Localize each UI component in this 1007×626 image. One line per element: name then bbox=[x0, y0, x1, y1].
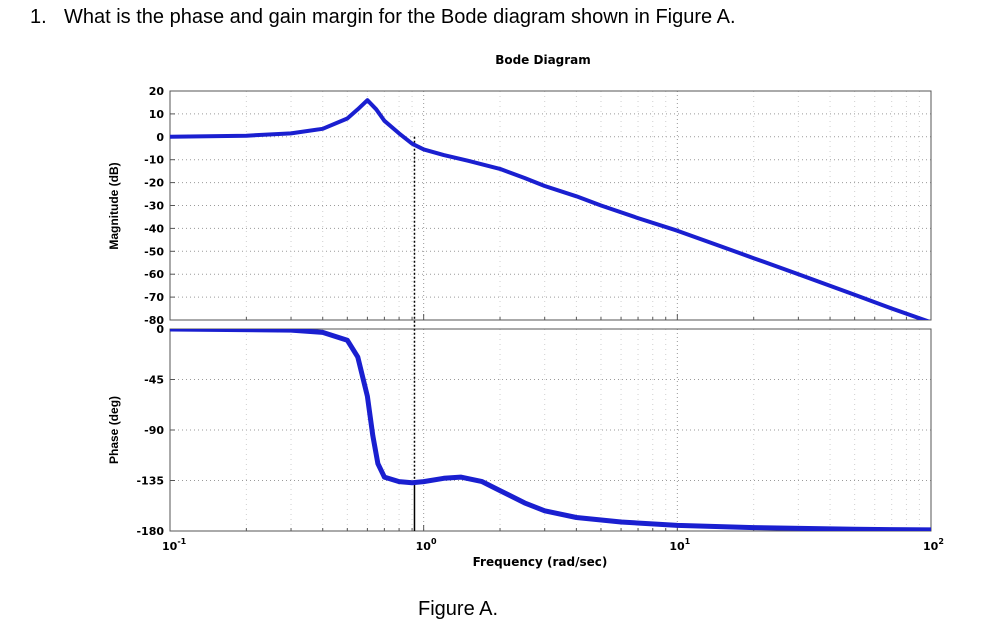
phase-y-tick-label: -135 bbox=[136, 475, 164, 488]
magnitude-y-tick-label: -20 bbox=[144, 177, 164, 190]
magnitude-grid bbox=[169, 90, 932, 321]
phase-y-tick-label: -180 bbox=[136, 525, 164, 538]
x-tick-label: 100 bbox=[416, 537, 437, 553]
magnitude-y-tick-label: 10 bbox=[149, 108, 165, 121]
magnitude-y-tick-label: 0 bbox=[156, 131, 164, 144]
magnitude-y-tick-label: -10 bbox=[144, 154, 164, 167]
magnitude-axis-label: Magnitude (dB) bbox=[107, 162, 121, 249]
question-number: 1. bbox=[30, 6, 47, 28]
magnitude-y-tick-label: -80 bbox=[144, 314, 164, 327]
magnitude-y-tick-label: -70 bbox=[144, 291, 164, 304]
x-tick-label: 102 bbox=[923, 537, 944, 553]
magnitude-y-tick-label: 20 bbox=[149, 85, 165, 98]
frequency-x-ticks: 10-1 100 101 102 bbox=[162, 537, 944, 553]
question-body: What is the phase and gain margin for th… bbox=[64, 6, 736, 28]
x-tick-label: 101 bbox=[669, 537, 690, 553]
x-tick-label: 10-1 bbox=[162, 537, 187, 553]
question-text: 1. What is the phase and gain margin for … bbox=[30, 6, 736, 29]
frequency-axis-label: Frequency (rad/sec) bbox=[473, 555, 608, 569]
figure-caption: Figure A. bbox=[418, 598, 499, 620]
phase-series-line bbox=[170, 329, 931, 531]
phase-axis-label: Phase (deg) bbox=[107, 396, 121, 464]
phase-y-tick-label: 0 bbox=[156, 323, 164, 336]
magnitude-y-ticks: 20 10 0 -10 -20 -30 -40 -50 -60 -70 -80 bbox=[144, 85, 175, 327]
magnitude-y-tick-label: -30 bbox=[144, 200, 164, 213]
phase-y-tick-label: -90 bbox=[144, 424, 164, 437]
magnitude-y-tick-label: -50 bbox=[144, 245, 164, 258]
chart-title: Bode Diagram bbox=[495, 53, 591, 67]
magnitude-y-tick-label: -60 bbox=[144, 268, 164, 281]
magnitude-series-line bbox=[170, 98, 931, 320]
magnitude-y-tick-label: -40 bbox=[144, 222, 164, 235]
phase-y-tick-label: -45 bbox=[144, 374, 164, 387]
phase-y-ticks: 0 -45 -90 -135 -180 bbox=[136, 323, 175, 538]
phase-grid bbox=[169, 328, 932, 532]
